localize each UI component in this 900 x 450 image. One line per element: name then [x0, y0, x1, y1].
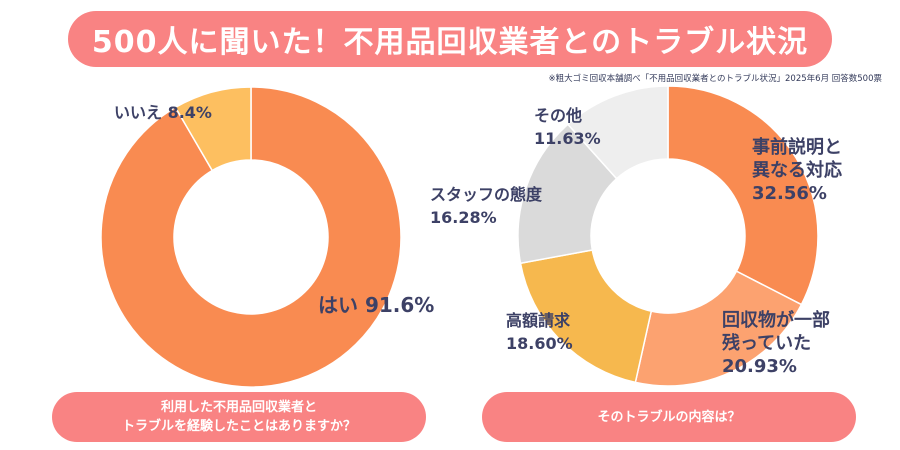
slice-label-2-1-line-1: 残っていた: [722, 332, 811, 354]
slice-label-2-1-line-0: 回収物が一部: [722, 309, 830, 331]
donut-chart-experience: はい 91.6% いいえ 8.4%: [100, 86, 434, 388]
slice-value-2-2: 18.60%: [506, 334, 573, 353]
question-line-1: 利用した不用品回収業者と: [160, 400, 317, 415]
question-line-1: そのトラブルの内容は？: [597, 409, 741, 425]
slice-2-3: [517, 123, 618, 265]
slice-1-1: [174, 86, 252, 172]
slice-label-2-4-line-0: その他: [534, 106, 582, 125]
slice-value-2-1: 20.93%: [722, 356, 797, 377]
source-note: ※粗大ゴミ回収本舗調べ「不用品回収業者とのトラブル状況」2025年6月 回答数5…: [548, 74, 882, 84]
slice-label-2-0-line-0: 事前説明と: [752, 136, 842, 158]
question-label-trouble-types: そのトラブルの内容は？: [482, 392, 856, 442]
slice-value-2-3: 16.28%: [430, 208, 497, 227]
slice-value-2-0: 32.56%: [752, 183, 827, 204]
slice-label-2-3-line-0: スタッフの態度: [430, 185, 543, 204]
slice-2-1: [634, 270, 803, 387]
slice-2-4: [566, 85, 669, 180]
slice-value-2-4: 11.63%: [534, 129, 601, 148]
slice-1-0: [100, 86, 402, 388]
question-label-experience: 利用した不用品回収業者と トラブルを経験したことはありますか？: [52, 392, 426, 442]
page-title: 500人に聞いた！不用品回収業者とのトラブル状況: [68, 11, 832, 67]
slice-2-2: [519, 249, 653, 384]
slice-label-1-0: はい 91.6%: [318, 293, 434, 317]
slice-2-0: [667, 85, 819, 306]
slice-label-2-2-line-0: 高額請求: [506, 311, 571, 330]
slice-label-2-0-line-1: 異なる対応: [752, 159, 842, 181]
question-line-2: トラブルを経験したことはありますか？: [121, 419, 356, 434]
slice-label-1-1: いいえ 8.4%: [114, 103, 212, 122]
